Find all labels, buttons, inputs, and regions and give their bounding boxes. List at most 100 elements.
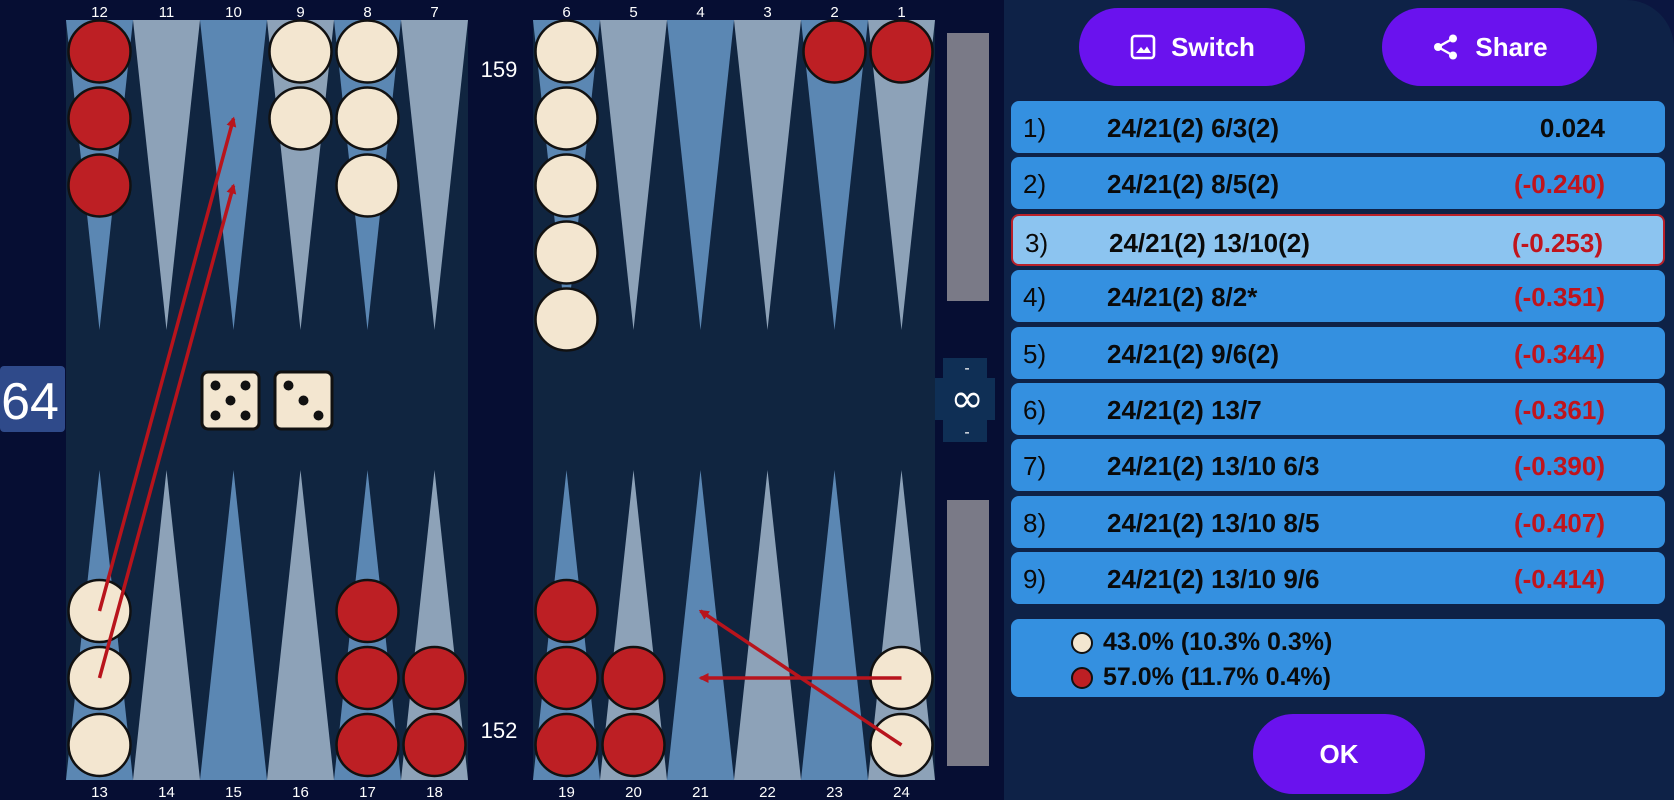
point-16-triangle bbox=[267, 470, 334, 780]
white-checker-icon bbox=[1071, 631, 1093, 654]
point-11-triangle bbox=[133, 20, 200, 330]
red-checker bbox=[335, 712, 400, 778]
move-equity: (-0.390) bbox=[1513, 451, 1605, 482]
move-row[interactable]: 9) 24/21(2) 13/10 9/6 (-0.414) bbox=[1011, 552, 1665, 605]
point-number-label: 22 bbox=[759, 784, 776, 800]
move-row[interactable]: 3) 24/21(2) 13/10(2) (-0.253) bbox=[1011, 213, 1665, 266]
move-equity: (-0.240) bbox=[1513, 169, 1605, 200]
white-checker bbox=[534, 19, 599, 84]
doubling-cube bbox=[935, 378, 995, 420]
die-pip bbox=[240, 380, 251, 391]
move-rank: 7) bbox=[1023, 451, 1047, 482]
move-row[interactable]: 2) 24/21(2) 8/5(2) (-0.240) bbox=[1011, 157, 1665, 210]
point-number-label: 23 bbox=[826, 784, 843, 800]
red-checker bbox=[534, 578, 599, 644]
point-number-label: 20 bbox=[625, 784, 642, 800]
move-equity: (-0.414) bbox=[1513, 564, 1605, 595]
cube-top-tab bbox=[943, 358, 987, 378]
red-checker bbox=[601, 645, 666, 711]
point-number-label: 5 bbox=[629, 4, 637, 21]
white-checker bbox=[534, 86, 599, 151]
move-rank: 2) bbox=[1023, 169, 1047, 200]
point-number-label: 14 bbox=[158, 784, 175, 800]
point-number-label: 7 bbox=[430, 4, 438, 21]
die-pip bbox=[210, 380, 221, 391]
point-number-label: 16 bbox=[292, 784, 309, 800]
red-checker bbox=[601, 712, 666, 778]
point-15-triangle bbox=[200, 470, 267, 780]
move-equity: (-0.344) bbox=[1513, 338, 1605, 369]
point-number-label: 1 bbox=[897, 4, 905, 21]
point-number-label: 8 bbox=[363, 4, 371, 21]
move-row[interactable]: 8) 24/21(2) 13/10 8/5 (-0.407) bbox=[1011, 495, 1665, 548]
point-number-label: 6 bbox=[562, 4, 570, 21]
point-number-label: 18 bbox=[426, 784, 443, 800]
point-number-label: 9 bbox=[296, 4, 304, 21]
pip-count-top: 159 bbox=[481, 57, 518, 82]
share-button[interactable]: Share bbox=[1382, 8, 1597, 86]
point-number-label: 21 bbox=[692, 784, 709, 800]
point-number-label: 15 bbox=[225, 784, 242, 800]
cube-top-label: - bbox=[964, 360, 969, 377]
ok-button[interactable]: OK bbox=[1253, 714, 1425, 794]
switch-label: Switch bbox=[1171, 31, 1255, 62]
move-row[interactable]: 7) 24/21(2) 13/10 6/3 (-0.390) bbox=[1011, 439, 1665, 492]
switch-button[interactable]: Switch bbox=[1079, 8, 1305, 86]
red-checker bbox=[67, 19, 132, 84]
red-checker bbox=[534, 645, 599, 711]
point-number-label: 13 bbox=[91, 784, 108, 800]
board-canvas[interactable]: 12 11 10 9 8 7 6 5 4 3 2 113 14 15 16 17 18 19 20 21 22 23 241… bbox=[0, 0, 1004, 800]
match-score-box bbox=[0, 366, 65, 432]
point-7-triangle bbox=[401, 20, 468, 330]
white-checker bbox=[335, 19, 400, 84]
point-number-label: 17 bbox=[359, 784, 376, 800]
move-row[interactable]: 6) 24/21(2) 13/7 (-0.361) bbox=[1011, 382, 1665, 435]
move-row[interactable]: 4) 24/21(2) 8/2* (-0.351) bbox=[1011, 270, 1665, 323]
move-notation: 24/21(2) 8/5(2) bbox=[1107, 169, 1279, 200]
move-rank: 8) bbox=[1023, 507, 1047, 538]
move-notation: 24/21(2) 13/10 9/6 bbox=[1107, 564, 1320, 595]
white-checker bbox=[335, 86, 400, 151]
die bbox=[273, 370, 334, 431]
share-icon bbox=[1431, 32, 1461, 62]
red-checker bbox=[335, 645, 400, 711]
move-notation: 24/21(2) 8/2* bbox=[1107, 282, 1258, 313]
red-checker bbox=[802, 19, 867, 84]
point-number-label: 3 bbox=[763, 4, 771, 21]
move-row[interactable]: 1) 24/21(2) 6/3(2) 0.024 bbox=[1011, 101, 1665, 153]
move-arrow bbox=[97, 116, 237, 612]
die-pip bbox=[240, 410, 251, 421]
move-equity: (-0.407) bbox=[1513, 507, 1605, 538]
cube-bottom-tab bbox=[943, 420, 987, 442]
move-notation: 24/21(2) 13/10(2) bbox=[1109, 227, 1310, 258]
share-label: Share bbox=[1475, 31, 1548, 62]
match-score: 64 bbox=[1, 373, 59, 431]
cube-bottom-label: - bbox=[964, 424, 969, 441]
move-row[interactable]: 5) 24/21(2) 9/6(2) (-0.344) bbox=[1011, 326, 1665, 379]
backgammon-board[interactable]: 12 11 10 9 8 7 6 5 4 3 2 1 13 14 15 16 17 18 19 20 21 22 23 24 1… bbox=[0, 0, 1004, 800]
move-notation: 24/21(2) 13/10 6/3 bbox=[1107, 451, 1320, 482]
point-number-label: 4 bbox=[696, 4, 704, 21]
white-stats-row: 43.0% (10.3% 0.3%) bbox=[1071, 628, 1332, 657]
white-checker bbox=[534, 220, 599, 285]
red-stats-text: 57.0% (11.7% 0.4%) bbox=[1103, 663, 1331, 691]
move-rank: 4) bbox=[1023, 282, 1047, 313]
image-icon bbox=[1129, 33, 1157, 61]
white-checker bbox=[268, 19, 333, 84]
white-checker bbox=[268, 86, 333, 151]
point-number-label: 2 bbox=[830, 4, 838, 21]
pip-count-bottom: 152 bbox=[481, 718, 518, 743]
die-pip bbox=[283, 380, 294, 391]
move-rank: 3) bbox=[1025, 227, 1049, 258]
checker-tray-bottom bbox=[947, 500, 989, 766]
point-21-triangle bbox=[667, 470, 734, 780]
white-checker bbox=[335, 153, 400, 218]
right-board-half bbox=[533, 20, 935, 780]
red-checker-icon bbox=[1071, 666, 1093, 689]
win-statistics: 43.0% (10.3% 0.3%) 57.0% (11.7% 0.4%) bbox=[1011, 619, 1665, 697]
checker-tray-top bbox=[947, 33, 989, 301]
point-4-triangle bbox=[667, 20, 734, 330]
red-checker bbox=[869, 19, 934, 84]
move-notation: 24/21(2) 6/3(2) bbox=[1107, 113, 1279, 143]
red-checker bbox=[402, 645, 467, 711]
